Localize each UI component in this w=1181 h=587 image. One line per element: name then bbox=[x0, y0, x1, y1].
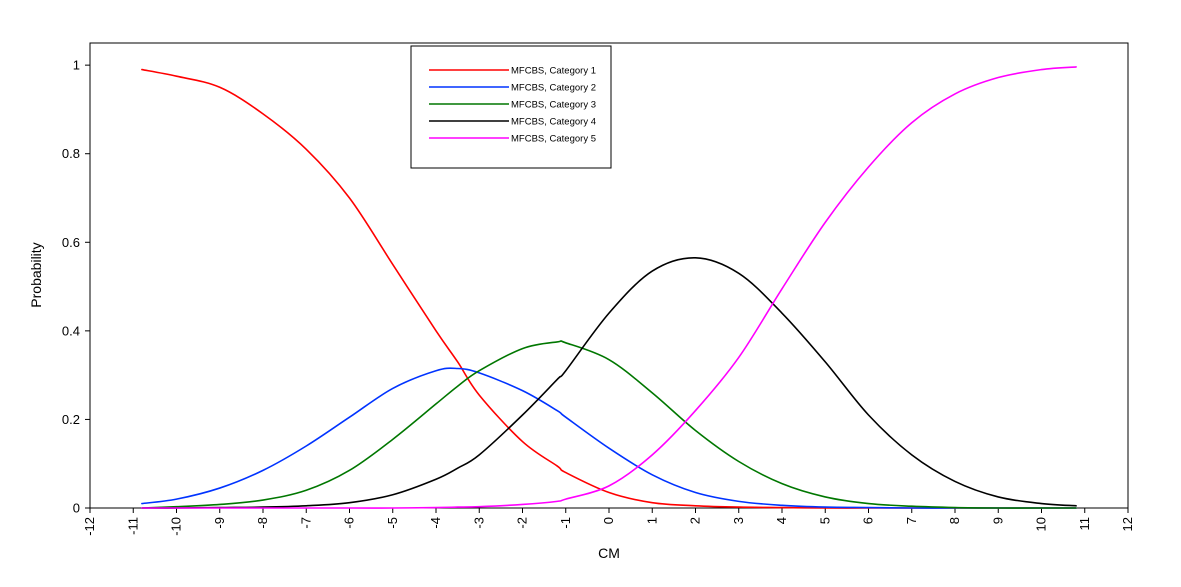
series-line-category-3 bbox=[141, 340, 1077, 509]
legend-label-category-1: MFCBS, Category 1 bbox=[511, 66, 596, 77]
x-tick-label: -12 bbox=[82, 517, 97, 536]
x-tick-label: 0 bbox=[601, 517, 616, 524]
ticks-layer: -12 -11 -10 -9 -8 -7 -6 -5 -4 -3 -2 -1 0 1 2 3 4 5 6 7 8 9 10 1… bbox=[62, 58, 1135, 536]
legend-label-category-2: MFCBS, Category 2 bbox=[511, 83, 596, 94]
x-tick-label: -4 bbox=[428, 517, 443, 529]
series-line-category-4 bbox=[141, 256, 1077, 509]
y-tick-label: 0.4 bbox=[62, 323, 80, 338]
x-tick-label: -9 bbox=[212, 517, 227, 529]
legend-label-category-3: MFCBS, Category 3 bbox=[511, 100, 596, 111]
x-tick-label: 4 bbox=[774, 517, 789, 524]
y-tick-label: 1 bbox=[73, 58, 80, 73]
y-axis-title: Probability bbox=[28, 242, 44, 307]
series-line-category-2 bbox=[141, 367, 1077, 509]
x-tick-label: -6 bbox=[342, 517, 357, 529]
x-tick-label: 12 bbox=[1120, 517, 1135, 531]
x-tick-label: 3 bbox=[731, 517, 746, 524]
y-tick-label: 0.2 bbox=[62, 412, 80, 427]
legend: MFCBS, Category 1 MFCBS, Category 2 MFCBS,… bbox=[410, 45, 612, 169]
x-tick-label: 11 bbox=[1077, 517, 1092, 531]
x-tick-label: 5 bbox=[817, 517, 832, 524]
legend-box bbox=[410, 45, 612, 169]
x-tick-label: 6 bbox=[861, 517, 876, 524]
x-tick-label: 10 bbox=[1034, 517, 1049, 531]
series-line-category-5 bbox=[141, 66, 1077, 509]
x-tick-label: 8 bbox=[947, 517, 962, 524]
y-tick-label: 0 bbox=[73, 501, 80, 516]
x-axis-title: CM bbox=[598, 545, 620, 561]
x-tick-label: -5 bbox=[385, 517, 400, 529]
x-tick-label: -3 bbox=[471, 517, 486, 529]
series-layer bbox=[141, 66, 1077, 509]
x-tick-label: 7 bbox=[904, 517, 919, 524]
x-tick-label: -11 bbox=[125, 517, 140, 535]
x-tick-label: -10 bbox=[169, 517, 184, 536]
x-tick-label: 9 bbox=[990, 517, 1005, 524]
y-tick-label: 0.6 bbox=[62, 235, 80, 250]
x-tick-label: 2 bbox=[688, 517, 703, 524]
x-tick-label: -2 bbox=[515, 517, 530, 529]
x-tick-label: -7 bbox=[298, 517, 313, 529]
x-tick-label: -1 bbox=[558, 517, 573, 529]
legend-label-category-4: MFCBS, Category 4 bbox=[511, 117, 596, 128]
y-tick-label: 0.8 bbox=[62, 146, 80, 161]
legend-entries: MFCBS, Category 1 MFCBS, Category 2 MFCBS,… bbox=[429, 66, 596, 145]
x-tick-label: 1 bbox=[644, 517, 659, 524]
legend-label-category-5: MFCBS, Category 5 bbox=[511, 134, 596, 145]
x-tick-label: -8 bbox=[255, 517, 270, 529]
